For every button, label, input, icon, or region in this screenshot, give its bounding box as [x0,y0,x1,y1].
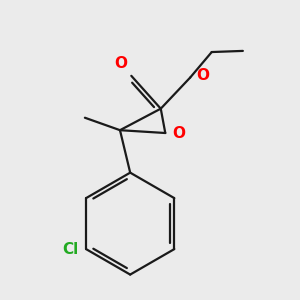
Text: Cl: Cl [62,242,78,256]
Text: O: O [172,125,185,140]
Text: O: O [196,68,209,83]
Text: O: O [114,56,127,71]
